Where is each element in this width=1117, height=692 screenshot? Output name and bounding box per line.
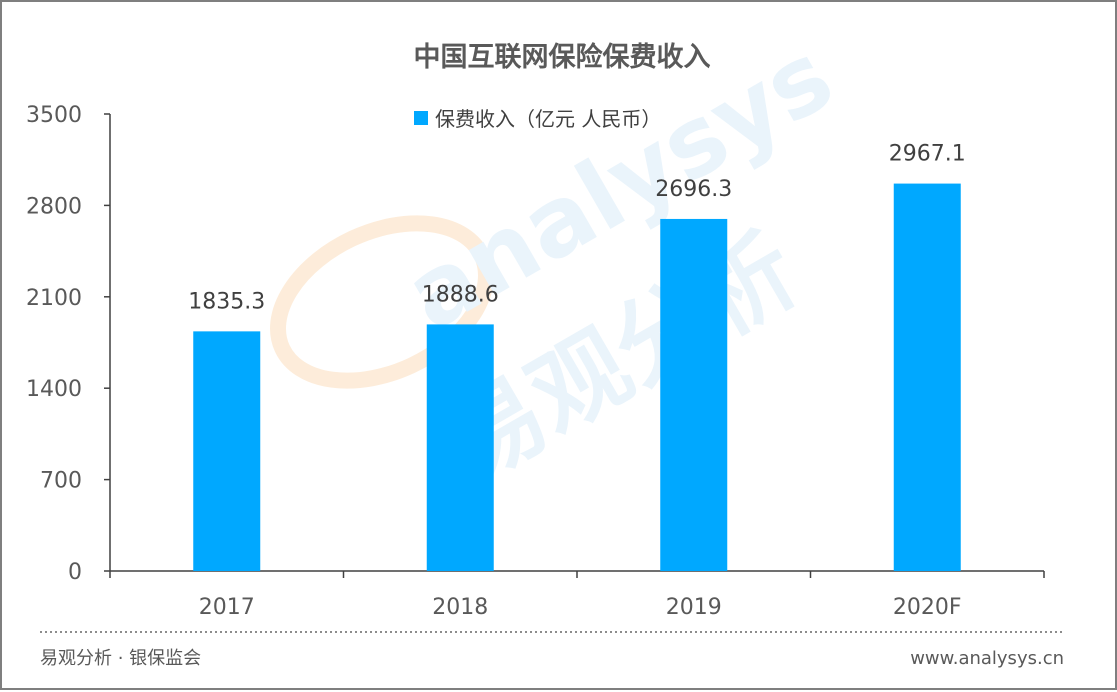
x-tick-label: 2019 <box>666 595 722 620</box>
legend-label: 保费收入（亿元 人民币） <box>435 107 661 131</box>
data-label: 1835.3 <box>188 289 265 314</box>
footer-source: 易观分析 · 银保监会 <box>40 648 201 669</box>
y-tick-label: 2800 <box>26 194 82 219</box>
data-label: 2967.1 <box>889 142 966 167</box>
data-labels: 1835.3 1888.6 2696.3 2967.1 <box>188 142 965 315</box>
x-tick-label: 2017 <box>199 595 255 620</box>
y-axis-ticks: 0 700 1400 2100 2800 3500 <box>26 103 110 585</box>
y-tick-label: 700 <box>40 469 82 494</box>
x-tick-label: 2018 <box>432 595 488 620</box>
bars <box>193 183 961 572</box>
watermark-swoosh-icon <box>270 215 494 389</box>
chart-title: 中国互联网保险保费收入 <box>414 41 711 73</box>
data-label: 1888.6 <box>422 282 499 307</box>
x-axis-ticks: 2017 2018 2019 2020F <box>199 595 962 620</box>
y-tick-label: 0 <box>68 560 82 585</box>
footer-url[interactable]: www.analysys.cn <box>910 648 1064 669</box>
data-label: 2696.3 <box>655 177 732 202</box>
x-tick-label: 2020F <box>893 595 962 620</box>
bar[interactable] <box>193 331 261 571</box>
y-tick-label: 1400 <box>26 377 82 402</box>
bar[interactable] <box>426 324 494 571</box>
legend-swatch <box>414 111 428 125</box>
legend: 保费收入（亿元 人民币） <box>414 107 661 131</box>
y-tick-label: 2100 <box>26 286 82 311</box>
watermark: analysys 易观分析 <box>270 20 851 502</box>
axes <box>109 114 1045 578</box>
y-tick-label: 3500 <box>26 103 82 128</box>
bar[interactable] <box>660 218 728 572</box>
bar[interactable] <box>893 183 961 571</box>
